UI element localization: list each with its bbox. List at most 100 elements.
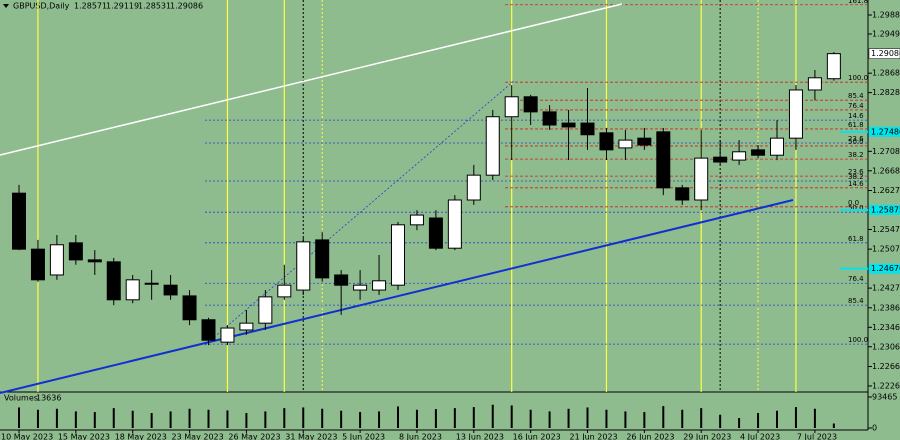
y-tick-label: 1.23465 <box>872 323 900 332</box>
candle-body <box>68 242 83 261</box>
candle-body <box>125 279 140 301</box>
fib-label: 76.4 <box>848 102 864 110</box>
candle-body <box>485 116 500 176</box>
last-open: 1.28571 <box>74 2 107 11</box>
y-tick-label: 1.23865 <box>872 303 900 312</box>
x-tick-label: 31 May 2023 <box>285 433 337 440</box>
volume-tick-label: 0 <box>872 424 877 433</box>
candle-body <box>49 244 64 276</box>
y-tick-label: 1.26680 <box>872 166 900 175</box>
candle-body <box>599 132 614 151</box>
y-tick-label: 1.27080 <box>872 147 900 156</box>
y-tick-label: 1.28685 <box>872 69 900 78</box>
candle-body <box>163 284 178 296</box>
fib-label: 100.0 <box>848 74 868 82</box>
fib-label: 61.8 <box>848 235 864 243</box>
candle-body <box>428 217 443 249</box>
fib-label: 50.0 <box>848 138 864 146</box>
candle-body <box>239 322 254 331</box>
candle-body <box>258 296 273 324</box>
candle-body <box>12 192 26 250</box>
candle-body <box>504 96 519 118</box>
trend-line <box>0 3 623 156</box>
y-tick-label: 1.28285 <box>872 88 900 97</box>
y-tick-label: 1.29490 <box>872 29 900 38</box>
fib-label: 0.0 <box>848 199 859 207</box>
candle-body <box>220 327 235 343</box>
candle-body <box>447 199 462 249</box>
candle-body <box>523 96 538 113</box>
candle-body <box>296 241 311 291</box>
highlight-box <box>869 204 900 215</box>
highlight-label: 1.25875 <box>871 205 900 214</box>
candle-body <box>466 174 481 201</box>
candle-body <box>353 284 368 291</box>
candle-body <box>637 137 652 146</box>
highlight-label: 1.24670 <box>871 264 900 273</box>
trend-line <box>0 199 794 394</box>
x-tick-label: 10 May 2023 <box>1 433 53 440</box>
fib-label: 85.4 <box>848 297 864 305</box>
y-tick-label: 1.29880 <box>872 10 900 19</box>
y-tick-label: 1.22660 <box>872 362 900 371</box>
volume-label: Volumes <box>4 394 38 403</box>
fib-label: 50.0 <box>848 204 864 212</box>
fib-label: 76.4 <box>848 275 864 283</box>
y-tick-label: 1.25070 <box>872 245 900 254</box>
candle-body <box>580 122 595 136</box>
fib-label: 14.6 <box>848 180 864 188</box>
candle-body <box>277 284 292 298</box>
x-tick-label: 26 Jun 2023 <box>626 433 674 440</box>
x-tick-label: 8 Jun 2023 <box>399 433 442 440</box>
last-low: 1.28531 <box>138 2 171 11</box>
fib-label: 161.8 <box>848 0 868 5</box>
highlight-box <box>869 126 900 137</box>
fib-label: 100.0 <box>848 336 868 344</box>
candle-body <box>656 131 671 189</box>
last-price-box <box>868 48 900 59</box>
highlight-box <box>869 263 900 274</box>
fib-label: 38.2 <box>848 151 864 159</box>
candle-body <box>788 89 803 139</box>
candle-body <box>770 137 784 156</box>
candle-body <box>391 224 405 286</box>
x-tick-label: 21 Jun 2023 <box>570 433 618 440</box>
x-tick-label: 15 May 2023 <box>58 433 110 440</box>
candle-body <box>675 187 690 201</box>
fib-label: 38.2 <box>848 173 864 181</box>
volume-last: 13636 <box>36 394 61 403</box>
candle-body <box>732 151 747 161</box>
last-high: 1.29119 <box>106 2 139 11</box>
fib-label: 14.6 <box>848 112 864 120</box>
y-tick-label: 1.24270 <box>872 284 900 293</box>
y-tick-label: 1.26275 <box>872 186 900 195</box>
fib-label: 61.8 <box>848 121 864 129</box>
candle-body <box>372 280 387 291</box>
x-tick-label: 16 Jun 2023 <box>513 433 561 440</box>
last-price-label: 1.29086 <box>871 49 900 58</box>
candle-body <box>542 111 557 126</box>
candle-body <box>201 319 216 341</box>
candle-body <box>713 156 728 163</box>
candle-body <box>144 282 159 285</box>
candle-body <box>694 157 709 201</box>
symbol: GBPUSD,Daily <box>13 2 70 11</box>
x-tick-label: 7 Jul 2023 <box>797 433 837 440</box>
candle-body <box>87 259 102 263</box>
candle-body <box>106 261 121 301</box>
y-tick-label: 1.23065 <box>872 342 900 351</box>
x-tick-label: 29 Jun 2023 <box>683 433 731 440</box>
fib-label: 23.6 <box>848 135 864 143</box>
highlight-label: 1.27480 <box>871 127 900 136</box>
x-tick-label: 23 May 2023 <box>172 433 224 440</box>
y-tick-label: 1.25475 <box>872 225 900 234</box>
candle-body <box>751 149 766 156</box>
volume-tick-label: 93465 <box>872 393 897 402</box>
x-tick-label: 26 May 2023 <box>228 433 280 440</box>
candle-body <box>409 214 424 226</box>
candle-body <box>807 77 822 91</box>
fib-label: 85.4 <box>848 92 864 100</box>
symbol-dropdown-icon[interactable] <box>3 4 9 8</box>
